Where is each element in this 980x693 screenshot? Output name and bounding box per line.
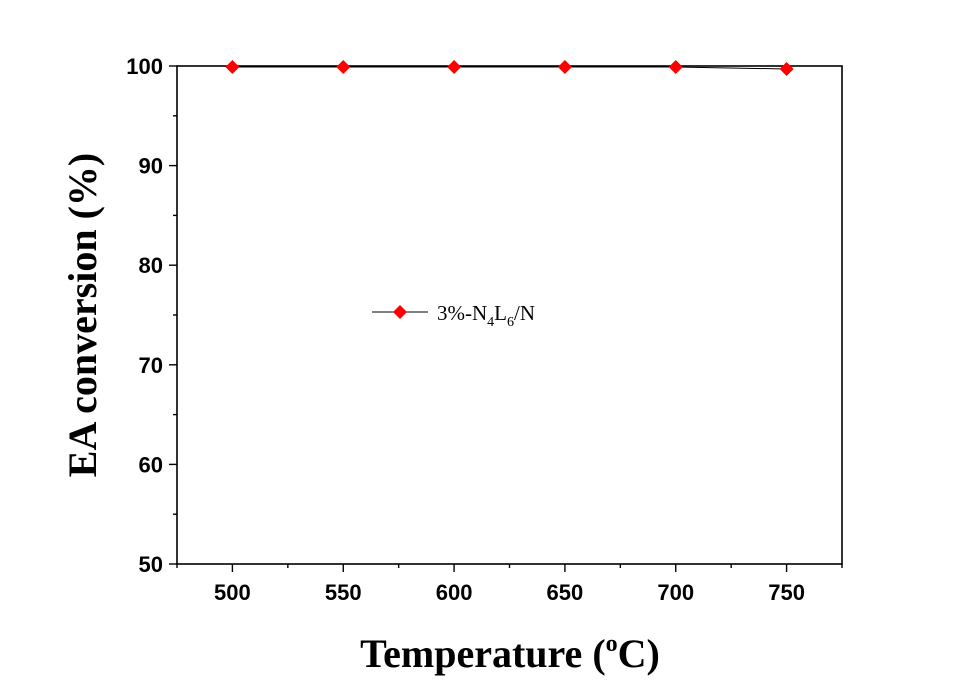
series-0-point-500 bbox=[225, 59, 240, 74]
x-tick-label-750: 750 bbox=[768, 580, 805, 605]
series-0-point-750 bbox=[779, 61, 794, 76]
y-tick-label-100: 100 bbox=[126, 54, 163, 79]
legend: 3%-N4L6/N bbox=[372, 301, 535, 330]
legend-label-a: 3%-N bbox=[437, 301, 487, 325]
minor-ticks bbox=[173, 115, 843, 568]
legend-label-b: L bbox=[494, 301, 507, 325]
series-0-point-650 bbox=[557, 59, 572, 74]
legend-marker-diamond bbox=[393, 305, 407, 319]
y-tick-label-60: 60 bbox=[139, 452, 163, 477]
series-0-point-600 bbox=[447, 59, 462, 74]
x-axis-title-end: C) bbox=[618, 631, 660, 676]
major-ticks bbox=[169, 65, 788, 572]
x-tick-label-550: 550 bbox=[325, 580, 362, 605]
legend-label-sub1: 4 bbox=[487, 315, 494, 330]
x-axis-title: Temperature (oC) bbox=[360, 631, 660, 676]
y-axis-title: EA conversion (%) bbox=[60, 153, 105, 477]
x-axis-title-main: Temperature ( bbox=[360, 631, 606, 676]
y-tick-label-90: 90 bbox=[139, 154, 163, 179]
series-0-point-700 bbox=[668, 59, 683, 74]
legend-label: 3%-N4L6/N bbox=[437, 301, 535, 330]
x-axis-title-sup: o bbox=[606, 631, 618, 657]
series-layer bbox=[225, 59, 794, 76]
legend-label-c: /N bbox=[514, 301, 535, 325]
series-0-point-550 bbox=[336, 59, 351, 74]
y-tick-label-80: 80 bbox=[139, 253, 163, 278]
plot-frame bbox=[176, 65, 843, 565]
tick-labels: 500 550 600 650 700 750 50 60 70 80 90 100 bbox=[126, 54, 805, 605]
x-tick-label-600: 600 bbox=[436, 580, 473, 605]
series-0-line bbox=[232, 66, 787, 70]
x-tick-label-700: 700 bbox=[657, 580, 694, 605]
x-tick-label-650: 650 bbox=[547, 580, 584, 605]
legend-label-sub2: 6 bbox=[507, 315, 514, 330]
x-tick-label-500: 500 bbox=[214, 580, 251, 605]
y-tick-label-50: 50 bbox=[139, 552, 163, 577]
y-tick-label-70: 70 bbox=[139, 353, 163, 378]
